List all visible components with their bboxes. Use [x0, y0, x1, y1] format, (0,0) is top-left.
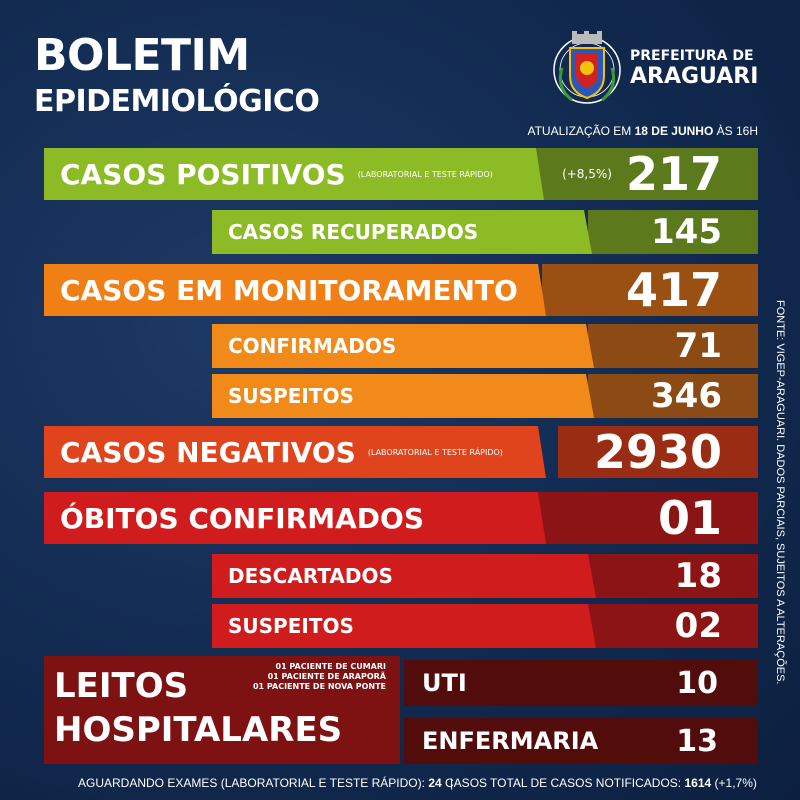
- leitos-note: 01 PACIENTE DE NOVA PONTE: [252, 682, 386, 691]
- leitos-note: 01 PACIENTE DE ARAPORÃ: [267, 672, 386, 681]
- footer-aguardando: AGUARDANDO EXAMES (LABORATORIAL E TESTE …: [78, 776, 487, 790]
- confirmados-value: 71: [588, 324, 758, 368]
- aguardando-unit: CASOS: [445, 776, 488, 790]
- suspeitos-obitos-value: 02: [588, 604, 758, 648]
- leitos-title-line1: LEITOS: [54, 666, 189, 706]
- negativos-value: 2930: [558, 425, 758, 479]
- row-suspeitos-monitoramento: 346 SUSPEITOS: [212, 374, 758, 418]
- row-confirmados: 71 CONFIRMADOS: [212, 324, 758, 368]
- update-prefix: ATUALIZAÇÃO EM: [527, 124, 632, 138]
- aguardando-label: AGUARDANDO EXAMES (LABORATORIAL E TESTE …: [78, 776, 425, 790]
- title-line1: BOLETIM: [34, 30, 250, 81]
- prefeitura-label: PREFEITURA DE: [630, 48, 754, 64]
- negativos-label: CASOS NEGATIVOS: [60, 435, 356, 469]
- leitos-notes: 01 PACIENTE DE CUMARI 01 PACIENTE DE ARA…: [253, 662, 386, 692]
- row-monitoramento: 417 CASOS EM MONITORAMENTO: [44, 263, 758, 317]
- total-pct: (+1,7%): [714, 776, 757, 790]
- row-recuperados: 145 CASOS RECUPERADOS: [212, 210, 758, 254]
- confirmados-label: CONFIRMADOS: [212, 324, 594, 368]
- footer-separator: |: [450, 776, 454, 790]
- leitos-title-line2: HOSPITALARES: [54, 710, 343, 750]
- coat-of-arms-icon: [553, 31, 621, 104]
- positivos-sub: (LABORATORIAL E TESTE RÁPIDO): [357, 169, 493, 179]
- recuperados-label: CASOS RECUPERADOS: [212, 210, 592, 254]
- city-name: ARAGUARI: [630, 64, 759, 89]
- leitos-note: 01 PACIENTE DE CUMARI: [275, 662, 387, 671]
- title-line2: EPIDEMIOLÓGICO: [34, 84, 320, 119]
- descartados-value: 18: [588, 554, 758, 598]
- aguardando-value: 24: [428, 776, 442, 790]
- update-date: 18 DE JUNHO: [634, 124, 714, 138]
- row-suspeitos-obitos: 02 SUSPEITOS: [212, 604, 758, 648]
- leitos-box: LEITOS HOSPITALARES 01 PACIENTE DE CUMAR…: [44, 656, 400, 764]
- suspeitos-mon-value: 346: [588, 374, 758, 418]
- suspeitos-mon-label: SUSPEITOS: [212, 374, 594, 418]
- recuperados-value: 145: [588, 210, 758, 254]
- update-line: ATUALIZAÇÃO EM 18 DE JUNHO ÀS 16H: [527, 124, 758, 138]
- positivos-pct: (+8,5%): [562, 167, 612, 181]
- uti-value: 10: [676, 665, 718, 701]
- suspeitos-obitos-label: SUSPEITOS: [212, 604, 596, 648]
- row-obitos: 01 ÓBITOS CONFIRMADOS: [44, 491, 758, 545]
- positivos-label: CASOS POSITIVOS: [60, 157, 346, 191]
- row-positivos: (+8,5%) 217 CASOS POSITIVOS (LABORATORIA…: [44, 147, 758, 201]
- total-label: TOTAL DE CASOS NOTIFICADOS:: [490, 776, 682, 790]
- negativos-label-box: CASOS NEGATIVOS (LABORATORIAL E TESTE RÁ…: [44, 426, 546, 478]
- enfermaria-label: ENFERMARIA: [422, 727, 599, 755]
- obitos-value: 01: [538, 491, 758, 545]
- uti-label: UTI: [422, 669, 467, 697]
- positivos-value: 217: [625, 147, 722, 201]
- row-enfermaria: ENFERMARIA 13: [404, 718, 758, 764]
- source-note: FONTE: VIGEP-ARAGUARI. DADOS PARCIAIS, S…: [774, 300, 786, 685]
- update-suffix: ÀS 16H: [716, 124, 758, 138]
- enfermaria-value: 13: [676, 723, 718, 759]
- row-descartados: 18 DESCARTADOS: [212, 554, 758, 598]
- row-uti: UTI 10: [404, 660, 758, 706]
- row-negativos: 2930 CASOS NEGATIVOS (LABORATORIAL E TES…: [44, 425, 758, 479]
- obitos-label: ÓBITOS CONFIRMADOS: [44, 492, 546, 544]
- negativos-sub: (LABORATORIAL E TESTE RÁPIDO): [367, 447, 503, 457]
- footer-total: TOTAL DE CASOS NOTIFICADOS: 1614 (+1,7%): [490, 776, 757, 790]
- monitoramento-value: 417: [542, 263, 758, 317]
- positivos-value-box: (+8,5%) 217: [528, 147, 758, 201]
- positivos-label-box: CASOS POSITIVOS (LABORATORIAL E TESTE RÁ…: [44, 148, 544, 200]
- total-value: 1614: [684, 776, 712, 790]
- descartados-label: DESCARTADOS: [212, 554, 596, 598]
- monitoramento-label: CASOS EM MONITORAMENTO: [44, 264, 546, 316]
